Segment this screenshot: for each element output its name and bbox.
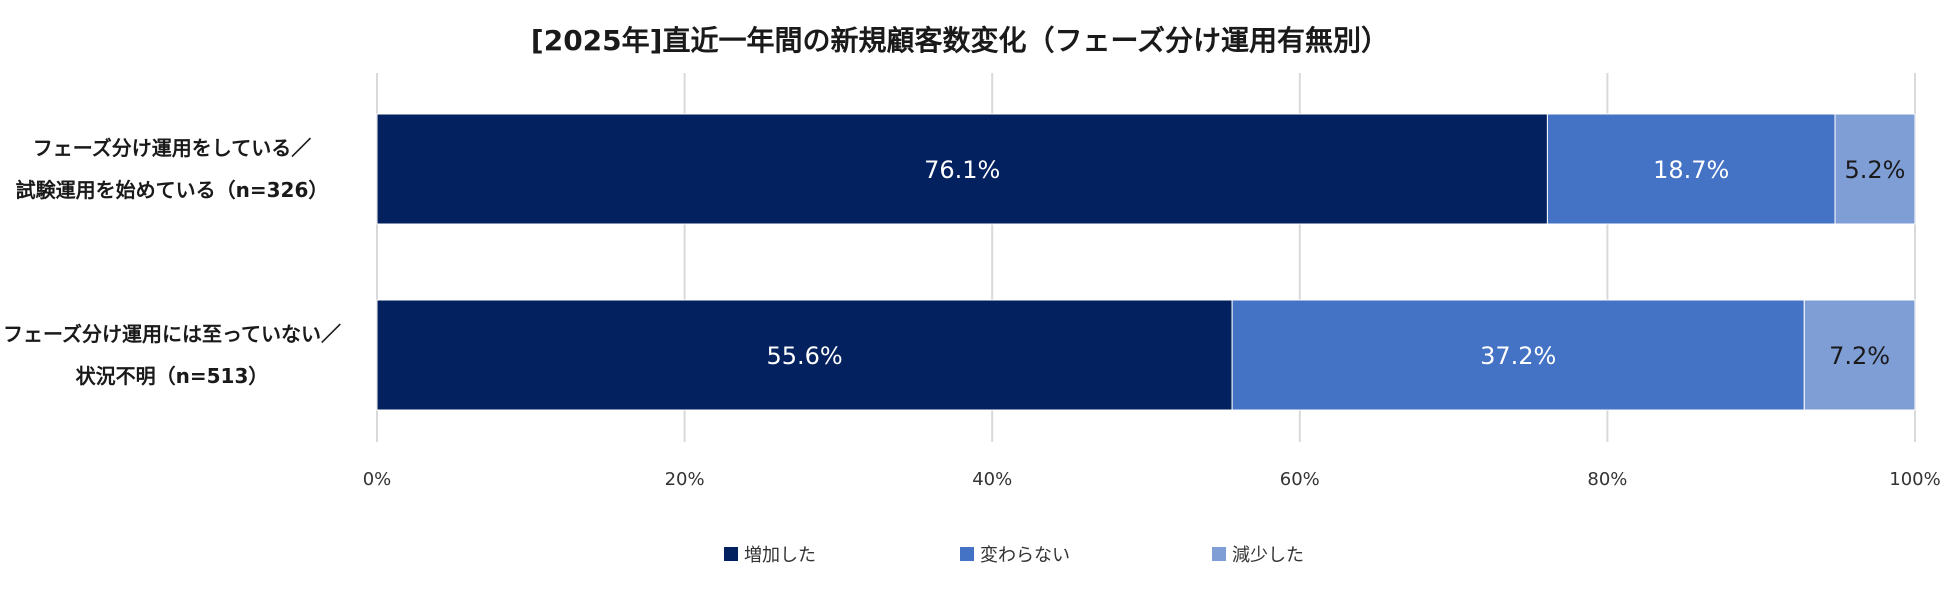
legend-swatch [1212,547,1226,561]
x-tick-label: 80% [1587,469,1627,490]
legend-swatch [960,547,974,561]
legend-label: 増加した [744,545,816,566]
x-tick-label: 60% [1280,469,1320,490]
category-label: フェーズ分け運用をしている／ [33,136,311,160]
data-label: 76.1% [924,156,1000,184]
data-label: 37.2% [1480,342,1556,370]
bar-segment [376,299,1233,411]
x-tick-label: 0% [363,469,392,490]
data-label: 5.2% [1845,156,1906,184]
legend-label: 減少した [1232,545,1304,566]
data-label: 7.2% [1829,342,1890,370]
chart-title: [2025年]直近一年間の新規顧客数変化（フェーズ分け運用有無別） [531,24,1389,57]
category-label: 試験運用を始めている（n=326） [16,178,329,202]
bar-segment [1803,299,1916,411]
category-label: フェーズ分け運用には至っていない／ [3,322,341,346]
category-label: 状況不明（n=513） [76,364,269,388]
x-tick-label: 20% [665,469,705,490]
x-tick-label: 100% [1889,469,1940,490]
legend: 増加した 変わらない 減少した [724,545,1304,566]
bar-segment [376,113,1548,225]
x-tick-label: 40% [972,469,1012,490]
bars: 76.1% 18.7% 5.2% 55.6% 37.2% 7.2% [376,113,1916,411]
category-labels: フェーズ分け運用をしている／ 試験運用を始めている（n=326） フェーズ分け運用に… [3,136,341,388]
bar-segment [1231,299,1805,411]
legend-swatch [724,547,738,561]
x-axis-ticks: 0% 20% 40% 60% 80% 100% [363,469,1941,490]
legend-label: 変わらない [980,545,1070,566]
data-label: 55.6% [766,342,842,370]
bar-segment [1834,113,1916,225]
data-label: 18.7% [1653,156,1729,184]
